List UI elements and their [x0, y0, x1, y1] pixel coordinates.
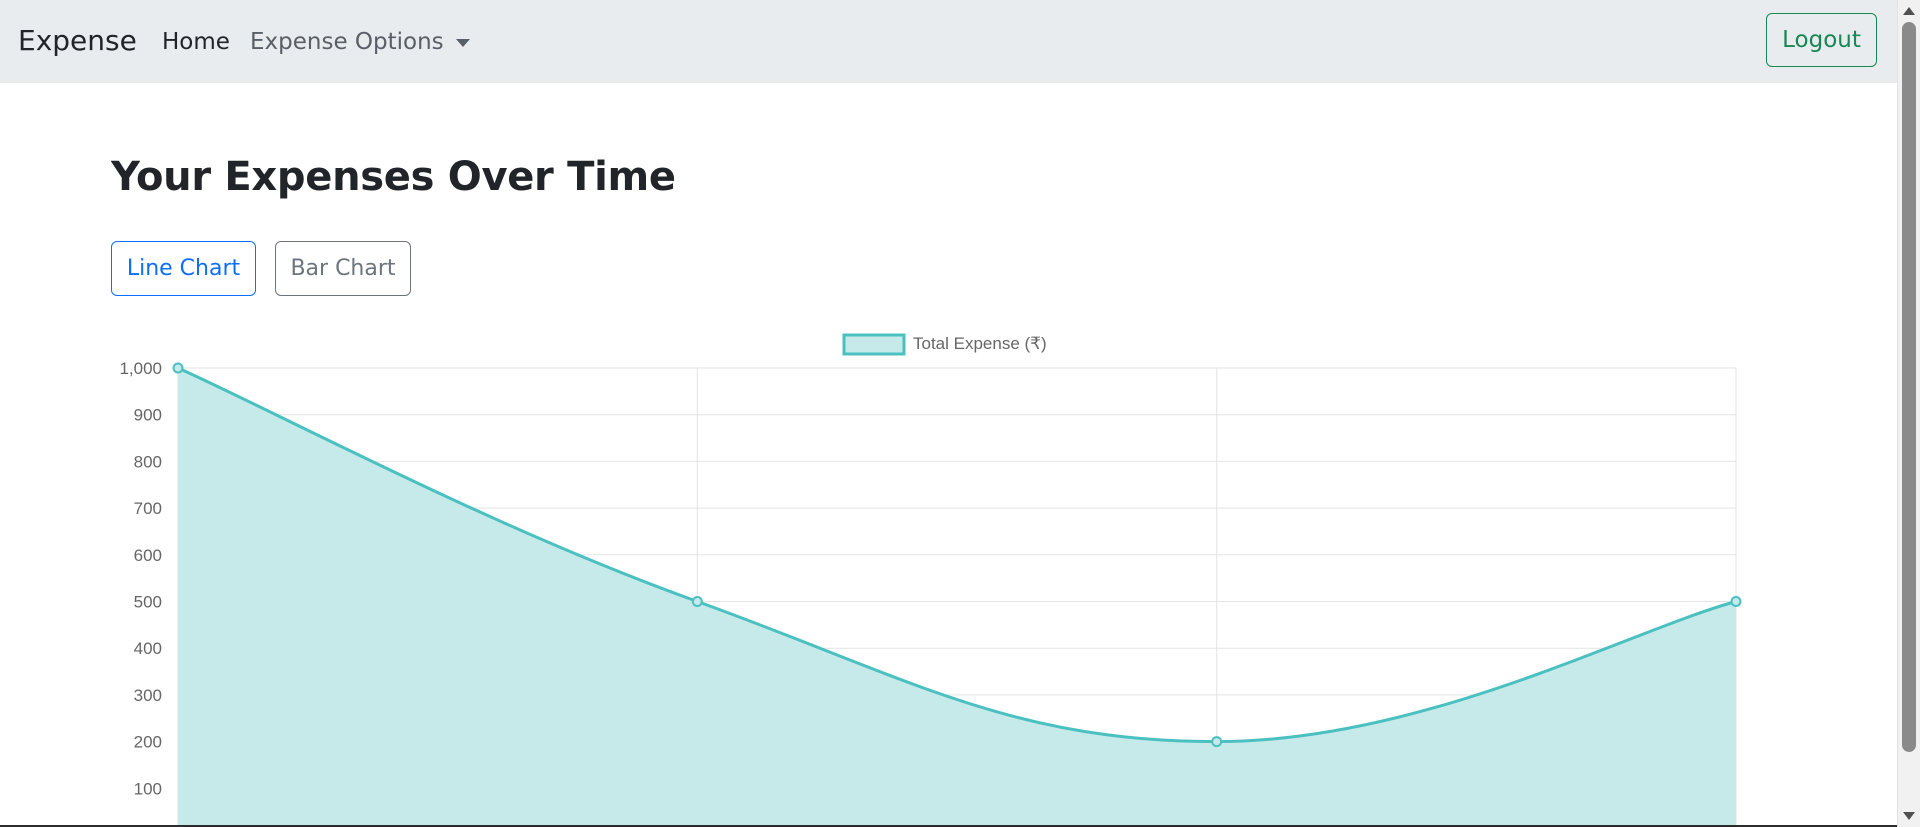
y-tick-label: 200: [134, 733, 162, 752]
y-tick-label: 100: [134, 779, 162, 798]
series-line: [177, 366, 1737, 744]
data-point[interactable]: [691, 596, 703, 607]
y-tick-label: 600: [134, 546, 162, 565]
scroll-up-arrow-icon[interactable]: [1903, 7, 1915, 15]
data-point[interactable]: [1211, 736, 1223, 748]
navbar-brand[interactable]: Expense: [18, 24, 137, 57]
y-tick-label: 900: [134, 406, 162, 425]
scrollbar-thumb[interactable]: [1902, 22, 1916, 752]
expense-chart: 1,000 900 800 700 600 500 400 300 200 100 Total E…: [0, 320, 1897, 827]
y-tick-label: 1,000: [119, 359, 162, 378]
data-point[interactable]: [1730, 596, 1742, 607]
window-bottom-border: [0, 825, 1897, 827]
y-tick-label: 500: [134, 593, 162, 612]
navbar: Expense Home Expense Options Logout: [0, 0, 1897, 83]
page-title: Your Expenses Over Time: [111, 154, 676, 200]
y-tick-label: 400: [134, 639, 162, 658]
bar-chart-button[interactable]: Bar Chart: [275, 241, 411, 296]
chart-legend[interactable]: Total Expense (₹): [842, 333, 1047, 356]
y-tick-label: 300: [134, 686, 162, 705]
line-chart-button[interactable]: Line Chart: [111, 241, 256, 296]
y-axis-ticks: 1,000 900 800 700 600 500 400 300 200 100: [119, 359, 162, 798]
vertical-scrollbar[interactable]: [1897, 0, 1920, 827]
expense-options-label: Expense Options: [250, 29, 444, 55]
y-tick-label: 800: [134, 452, 162, 471]
legend-swatch: [842, 333, 906, 356]
y-tick-label: 700: [134, 499, 162, 518]
data-point[interactable]: [172, 362, 184, 374]
scroll-down-arrow-icon[interactable]: [1903, 812, 1915, 820]
chart-canvas: 1,000 900 800 700 600 500 400 300 200 100 Total E…: [119, 333, 1742, 827]
legend-label: Total Expense (₹): [913, 334, 1047, 353]
caret-down-icon: [455, 39, 470, 47]
logout-button[interactable]: Logout: [1766, 13, 1877, 67]
series-area-fill: [178, 368, 1736, 827]
nav-home-link[interactable]: Home: [162, 29, 230, 55]
expense-options-dropdown[interactable]: Expense Options: [250, 29, 470, 55]
series-points: [172, 362, 1742, 748]
